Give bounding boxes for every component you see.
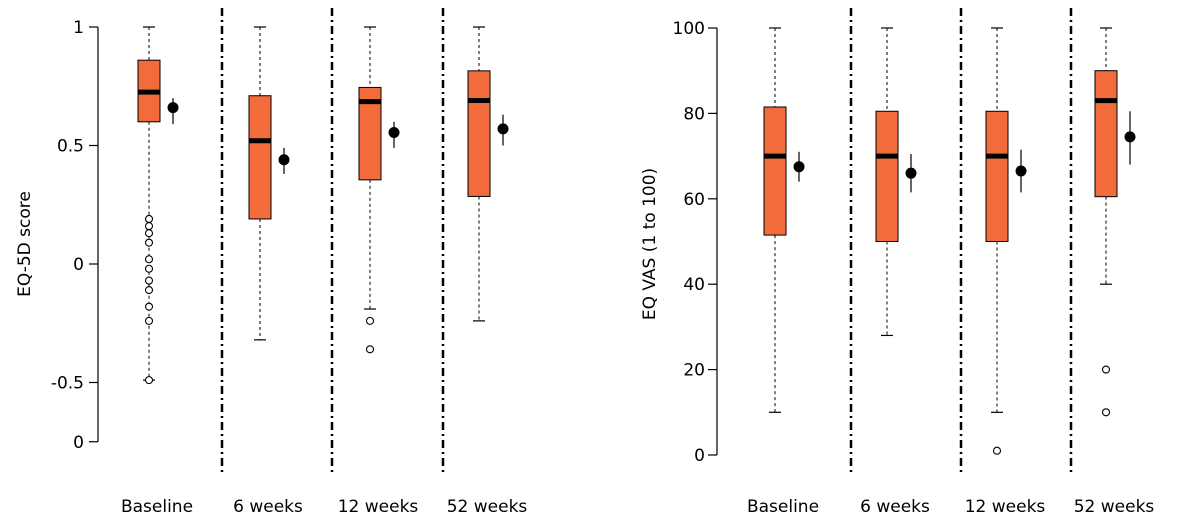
outlier-point (144, 264, 154, 273)
outlier-point (144, 229, 154, 238)
x-category-label: 12 weeks (338, 497, 419, 517)
y-tick-label: 0 (694, 446, 705, 466)
outlier-point (144, 222, 154, 231)
box (985, 110, 1009, 242)
outlier-point (144, 276, 154, 285)
box (1094, 70, 1118, 198)
mean-point (388, 126, 400, 138)
y-tick-label: 80 (683, 104, 705, 124)
x-category-label: 12 weeks (965, 497, 1046, 517)
x-category-label: Baseline (121, 497, 193, 517)
y-tick-label: 1 (73, 18, 84, 38)
y-tick-label: -0.5 (51, 374, 84, 394)
outlier-point (1101, 365, 1111, 374)
outlier-point (992, 446, 1002, 455)
box (358, 86, 382, 181)
y-axis-title: EQ-5D score (15, 191, 35, 297)
eq-vas-boxplot-panel: 0 20 40 60 80 100 EQ VAS (1 to 100) Baseline 6 w… (640, 8, 1154, 517)
x-category-label: 6 weeks (233, 497, 303, 517)
x-category-label: 52 weeks (447, 497, 528, 517)
mean-point (167, 102, 179, 114)
mean-point (905, 167, 917, 179)
y-tick-label: 0 (73, 255, 84, 275)
x-category-label: 6 weeks (860, 497, 930, 517)
mean-point (278, 154, 290, 166)
outlier-point (144, 238, 154, 247)
y-tick-label: 0 (73, 433, 84, 453)
y-tick-label: 20 (683, 361, 705, 381)
outlier-point (144, 286, 154, 295)
eq5d-boxplot-panel: -0.5 0 0.5 1 0 EQ-5D score Baseline 6 weeks 12 w… (15, 8, 527, 517)
mean-point (1124, 131, 1136, 143)
mean-point (1015, 165, 1027, 177)
outlier-point (365, 316, 375, 325)
mean-point (497, 123, 509, 135)
box (875, 110, 899, 242)
y-axis-title: EQ VAS (1 to 100) (640, 168, 660, 320)
y-tick-label: 40 (683, 275, 705, 295)
outlier-point (144, 302, 154, 311)
outlier-point (1101, 408, 1111, 417)
outlier-point (144, 376, 154, 385)
x-category-label: Baseline (747, 497, 819, 517)
y-tick-label: 0.5 (57, 137, 84, 157)
outlier-point (144, 316, 154, 325)
box (467, 70, 491, 197)
y-tick-label: 100 (673, 19, 705, 39)
mean-point (793, 161, 805, 173)
box (248, 95, 272, 220)
outlier-point (365, 345, 375, 354)
outlier-point (144, 255, 154, 264)
box (763, 106, 787, 236)
outlier-point (144, 214, 154, 224)
y-tick-label: 60 (683, 190, 705, 210)
x-category-label: 52 weeks (1074, 497, 1155, 517)
